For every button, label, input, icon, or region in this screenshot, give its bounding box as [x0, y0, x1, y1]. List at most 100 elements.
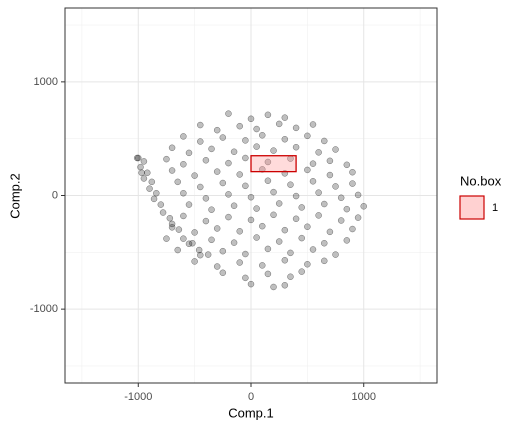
point: [304, 261, 311, 268]
point: [157, 201, 165, 208]
point: [270, 147, 277, 154]
point: [298, 268, 305, 275]
point: [168, 144, 176, 152]
point: [275, 120, 283, 128]
x-tick-label: 1000: [351, 391, 375, 403]
point: [247, 193, 255, 201]
y-tick-label: 1000: [34, 76, 58, 88]
x-tick-label: 0: [248, 391, 254, 403]
point: [298, 234, 305, 242]
point: [253, 234, 260, 241]
point: [259, 262, 266, 269]
point: [332, 146, 339, 153]
point: [315, 189, 322, 196]
point: [219, 134, 227, 141]
point: [343, 161, 351, 169]
point: [270, 188, 277, 196]
point: [326, 157, 334, 165]
point: [159, 209, 167, 216]
point: [349, 168, 356, 176]
point: [343, 205, 351, 213]
x-axis-title: Comp.1: [228, 405, 274, 420]
point: [166, 214, 174, 222]
point: [191, 258, 198, 265]
point: [304, 132, 311, 140]
point: [197, 121, 204, 129]
point: [281, 136, 289, 143]
point: [354, 214, 362, 221]
point: [236, 228, 243, 235]
point: [326, 171, 334, 179]
point: [208, 206, 215, 213]
point: [133, 154, 141, 162]
point: [208, 145, 215, 153]
point: [185, 201, 193, 208]
point: [264, 158, 272, 166]
point: [168, 167, 176, 174]
point: [270, 283, 277, 291]
point: [225, 159, 232, 167]
point: [197, 251, 204, 259]
legend-label: 1: [492, 202, 498, 214]
point: [163, 235, 170, 242]
point: [236, 122, 243, 130]
point: [202, 195, 210, 202]
panel-border: [64, 7, 438, 384]
point: [292, 215, 300, 223]
point: [242, 274, 249, 282]
point: [354, 191, 362, 199]
point: [292, 124, 300, 132]
point: [281, 226, 289, 234]
point: [259, 166, 266, 173]
point: [253, 125, 260, 133]
point: [264, 270, 272, 278]
point: [242, 182, 249, 190]
point: [309, 246, 317, 253]
point: [309, 160, 317, 167]
point: [264, 111, 272, 119]
point: [197, 183, 204, 191]
point: [204, 251, 212, 258]
point: [270, 211, 277, 219]
point: [144, 169, 151, 177]
point: [225, 213, 232, 221]
point: [304, 223, 311, 230]
point: [304, 166, 311, 174]
point: [298, 204, 305, 211]
point: [163, 155, 170, 163]
point: [259, 222, 266, 230]
point: [213, 225, 221, 232]
y-axis-title: Comp.2: [7, 173, 22, 219]
point: [253, 205, 260, 212]
point: [230, 148, 238, 155]
point: [321, 239, 328, 247]
point: [174, 246, 181, 254]
point: [281, 114, 289, 121]
point: [315, 212, 322, 219]
point: [242, 250, 249, 258]
point: [175, 226, 183, 233]
point: [197, 138, 204, 145]
point: [332, 251, 339, 258]
point: [332, 183, 339, 190]
point: [236, 171, 243, 178]
point: [242, 154, 249, 162]
point: [309, 178, 317, 185]
point: [247, 280, 255, 288]
point: [242, 137, 249, 144]
y-tick-label: -1000: [30, 303, 58, 315]
point: [349, 180, 356, 187]
y-tick-label: 0: [52, 189, 58, 201]
point: [180, 133, 187, 140]
point: [185, 149, 193, 157]
point: [281, 257, 289, 264]
point: [349, 225, 356, 233]
point: [137, 163, 144, 171]
point: [326, 228, 334, 236]
point: [140, 175, 148, 182]
point: [174, 178, 181, 186]
point: [321, 200, 328, 208]
point: [247, 216, 255, 224]
